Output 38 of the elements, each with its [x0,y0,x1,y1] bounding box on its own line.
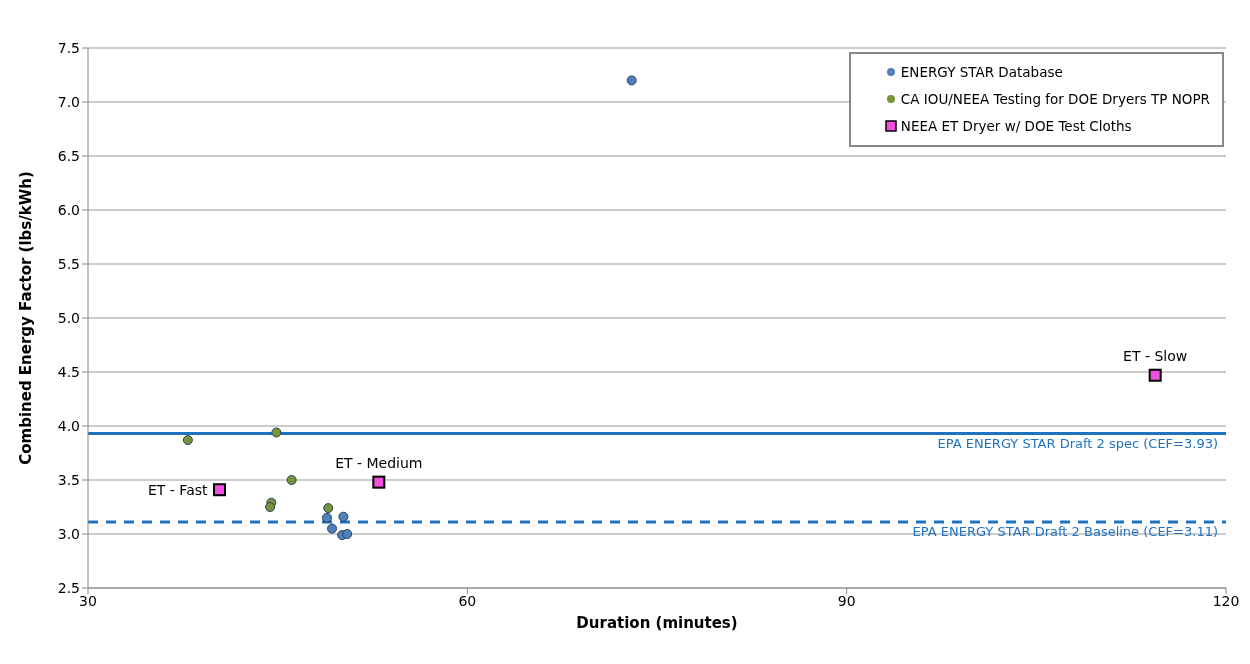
y-tick-label: 6.5 [57,147,80,164]
y-tick-label: 3.5 [57,471,80,488]
x-tick-label: 90 [837,592,856,609]
legend-label: ENERGY STAR Database [900,63,1063,80]
legend-label: CA IOU/NEEA Testing for DOE Dryers TP NOPR [900,90,1210,107]
y-tick-label: 7.0 [57,93,80,110]
x-axis-title: Duration (minutes) [576,614,738,632]
point [372,475,386,489]
point [1148,368,1162,382]
y-tick-label: 3.0 [57,525,80,542]
ref-line-label: EPA ENERGY STAR Draft 2 spec (CEF=3.93) [937,435,1218,451]
x-tick-label: 30 [79,592,97,609]
ref-line-label: EPA ENERGY STAR Draft 2 Baseline (CEF=3.11) [912,524,1218,540]
point [338,511,349,522]
point [265,502,276,512]
y-tick-label: 2.5 [57,579,80,596]
point [321,512,332,523]
point [323,503,334,514]
y-tick-label: 6.0 [57,201,80,218]
annotation: ET - Medium [335,455,423,472]
point [213,483,226,497]
annotation: ET - Slow [1123,348,1188,365]
y-tick-label: 7.5 [57,39,80,56]
y-tick-label: 4.5 [57,363,80,380]
point [327,523,338,534]
point [626,75,637,86]
y-tick-label: 5.5 [57,255,80,272]
point [286,475,297,485]
legend-label: NEEA ET Dryer w/ DOE Test Cloths [900,117,1132,134]
y-tick-label: 5.0 [57,309,80,326]
point [182,435,193,446]
y-axis-title: Combined Energy Factor (lbs/kWh) [17,171,36,465]
x-tick-label: 120 [1212,592,1240,609]
x-tick-label: 60 [458,592,477,609]
point [271,427,282,438]
annotation: ET - Fast [148,481,209,498]
y-tick-label: 4.0 [57,417,80,434]
point [342,529,353,539]
